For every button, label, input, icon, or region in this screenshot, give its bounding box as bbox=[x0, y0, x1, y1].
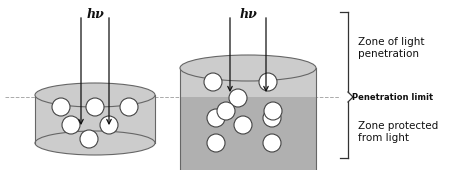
Ellipse shape bbox=[234, 116, 252, 134]
Ellipse shape bbox=[86, 98, 104, 116]
Ellipse shape bbox=[259, 73, 277, 91]
Ellipse shape bbox=[207, 109, 225, 127]
Ellipse shape bbox=[263, 109, 281, 127]
Ellipse shape bbox=[263, 134, 281, 152]
Ellipse shape bbox=[264, 102, 282, 120]
Text: Zone protected
from light: Zone protected from light bbox=[358, 121, 438, 143]
Ellipse shape bbox=[204, 73, 222, 91]
Text: Penetration limit: Penetration limit bbox=[352, 92, 433, 101]
Ellipse shape bbox=[217, 102, 235, 120]
Ellipse shape bbox=[80, 130, 98, 148]
Ellipse shape bbox=[35, 83, 155, 107]
Text: hν: hν bbox=[239, 8, 257, 21]
Ellipse shape bbox=[180, 55, 316, 81]
Ellipse shape bbox=[62, 116, 80, 134]
Bar bbox=[180, 68, 316, 97]
Ellipse shape bbox=[35, 131, 155, 155]
Ellipse shape bbox=[52, 98, 70, 116]
Text: Zone of light
penetration: Zone of light penetration bbox=[358, 37, 425, 59]
Ellipse shape bbox=[100, 116, 118, 134]
Ellipse shape bbox=[207, 134, 225, 152]
Text: hν: hν bbox=[86, 8, 104, 21]
Ellipse shape bbox=[229, 89, 247, 107]
Ellipse shape bbox=[120, 98, 138, 116]
Bar bbox=[180, 97, 316, 170]
Bar bbox=[35, 95, 155, 143]
